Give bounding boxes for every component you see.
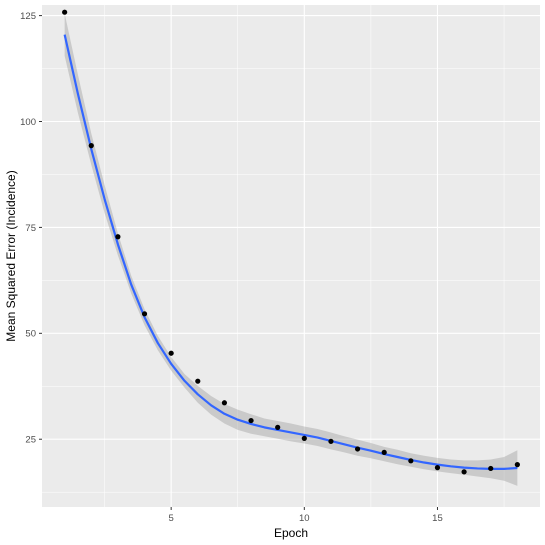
- data-point: [354, 446, 361, 452]
- data-point: [248, 417, 254, 424]
- x-tick-label: 5: [169, 513, 174, 524]
- plot-panel: [42, 5, 540, 507]
- data-point: [328, 438, 334, 444]
- confidence-ribbon: [64, 13, 518, 486]
- data-point: [434, 465, 441, 471]
- y-axis-title: Mean Squared Error (Incidence): [4, 170, 18, 341]
- minor-gridlines: [42, 5, 540, 507]
- y-axis: 25 50 75 100 125: [20, 11, 42, 446]
- data-point: [195, 378, 201, 384]
- data-point: [141, 311, 148, 317]
- x-tick-label: 10: [299, 513, 310, 524]
- data-point: [221, 400, 228, 406]
- data-point: [461, 469, 467, 475]
- data-point: [88, 143, 94, 149]
- data-point: [381, 449, 387, 455]
- major-gridlines: [42, 5, 540, 507]
- data-point: [168, 350, 174, 356]
- data-point: [301, 435, 307, 441]
- data-point: [62, 9, 68, 15]
- x-axis-title: Epoch: [274, 526, 308, 540]
- data-point: [275, 424, 281, 430]
- x-tick-label: 15: [432, 513, 443, 524]
- data-point: [514, 462, 520, 468]
- y-tick-label: 75: [25, 223, 36, 234]
- data-point: [115, 234, 121, 240]
- data-point: [408, 458, 414, 464]
- data-point: [488, 465, 494, 472]
- y-tick-label: 50: [25, 329, 36, 340]
- smooth-line: [63, 34, 518, 470]
- data-points: [62, 9, 520, 475]
- y-tick-label: 100: [20, 117, 36, 128]
- y-tick-label: 125: [20, 11, 36, 22]
- x-axis: 5 10 15: [169, 507, 443, 524]
- y-tick-label: 25: [25, 435, 36, 446]
